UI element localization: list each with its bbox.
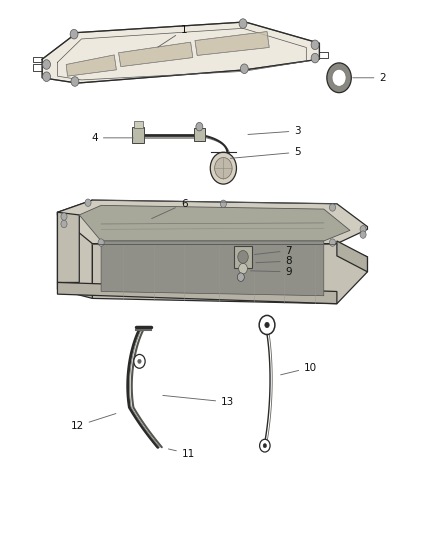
Circle shape [138, 359, 141, 364]
Circle shape [239, 263, 247, 274]
Circle shape [215, 158, 232, 179]
Circle shape [98, 239, 104, 246]
Circle shape [240, 64, 248, 74]
Circle shape [329, 239, 336, 246]
Polygon shape [66, 55, 117, 76]
Text: 1: 1 [158, 25, 187, 47]
Polygon shape [92, 244, 367, 304]
Circle shape [85, 199, 91, 206]
Polygon shape [57, 282, 337, 304]
Text: 10: 10 [281, 362, 317, 375]
Polygon shape [42, 22, 319, 83]
Circle shape [360, 231, 366, 238]
Circle shape [311, 40, 319, 50]
Text: 5: 5 [230, 147, 301, 158]
Text: 8: 8 [256, 256, 292, 266]
Text: 12: 12 [71, 414, 116, 431]
Circle shape [239, 19, 247, 28]
Polygon shape [101, 241, 324, 296]
FancyBboxPatch shape [234, 246, 252, 268]
Circle shape [260, 439, 270, 452]
Circle shape [61, 213, 67, 220]
Polygon shape [119, 42, 193, 67]
Circle shape [210, 152, 237, 184]
FancyBboxPatch shape [132, 127, 145, 143]
Polygon shape [57, 200, 92, 292]
Circle shape [196, 123, 203, 131]
Text: 2: 2 [353, 73, 386, 83]
Text: 4: 4 [91, 133, 133, 143]
Text: 6: 6 [152, 199, 187, 219]
Circle shape [238, 251, 248, 263]
Circle shape [360, 225, 366, 233]
Text: 7: 7 [254, 246, 292, 255]
Circle shape [71, 77, 79, 86]
Text: 11: 11 [169, 449, 195, 458]
Polygon shape [57, 200, 367, 244]
Circle shape [134, 354, 145, 368]
Text: 3: 3 [248, 126, 301, 136]
Circle shape [259, 316, 275, 335]
Circle shape [263, 443, 267, 448]
Circle shape [70, 29, 78, 39]
Circle shape [220, 200, 226, 207]
Polygon shape [195, 31, 269, 55]
Circle shape [329, 204, 336, 211]
Circle shape [265, 322, 269, 328]
Polygon shape [337, 241, 367, 272]
Circle shape [327, 63, 351, 93]
Circle shape [332, 69, 346, 86]
FancyBboxPatch shape [134, 122, 143, 128]
Circle shape [42, 72, 50, 82]
Polygon shape [79, 205, 350, 241]
Circle shape [61, 220, 67, 228]
Polygon shape [57, 282, 92, 298]
Polygon shape [57, 212, 79, 282]
Circle shape [311, 53, 319, 63]
Circle shape [42, 60, 50, 69]
FancyBboxPatch shape [194, 128, 205, 141]
Text: 13: 13 [163, 395, 234, 407]
Text: 9: 9 [251, 267, 292, 277]
Circle shape [237, 273, 244, 281]
